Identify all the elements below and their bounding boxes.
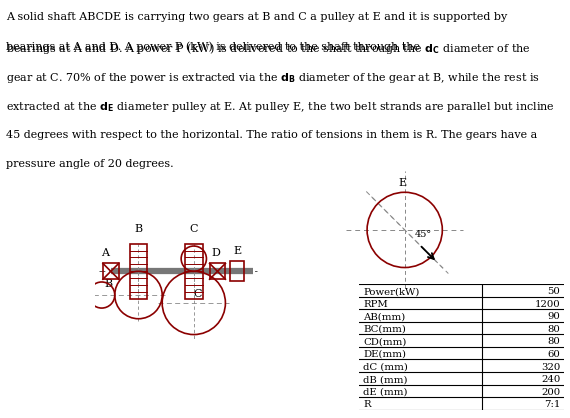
Text: A solid shaft ABCDE is carrying two gears at B and C a pulley at E and it is sup: A solid shaft ABCDE is carrying two gear… — [6, 12, 507, 22]
Text: gear at C. 70% of the power is extracted via the $\bf{d_B}$ diameter of the gear: gear at C. 70% of the power is extracted… — [6, 71, 539, 85]
Text: AB(mm): AB(mm) — [363, 312, 405, 321]
Text: dE (mm): dE (mm) — [363, 387, 408, 397]
Text: B: B — [135, 224, 142, 234]
Text: 80: 80 — [547, 337, 560, 347]
Text: 50: 50 — [547, 287, 560, 296]
Text: 320: 320 — [541, 362, 560, 372]
Text: extracted at the $\bf{d_E}$ diameter pulley at E. At pulley E, the two belt stra: extracted at the $\bf{d_E}$ diameter pul… — [6, 100, 555, 114]
Text: bearings at A and D. A power P (kW) is delivered to the shaft through the $\bf{d: bearings at A and D. A power P (kW) is d… — [6, 41, 530, 56]
Text: 80: 80 — [547, 325, 560, 334]
Text: C: C — [193, 289, 202, 299]
Text: RPM: RPM — [363, 300, 388, 309]
Text: 200: 200 — [541, 387, 560, 397]
Text: C: C — [190, 224, 198, 234]
Text: 45°: 45° — [415, 230, 432, 239]
Text: B: B — [105, 279, 113, 289]
Text: E: E — [233, 245, 241, 255]
Text: A: A — [101, 247, 109, 257]
Text: pressure angle of 20 degrees.: pressure angle of 20 degrees. — [6, 159, 173, 169]
Text: dB (mm): dB (mm) — [363, 375, 408, 384]
Text: dC (mm): dC (mm) — [363, 362, 408, 372]
Text: 60: 60 — [547, 350, 560, 359]
Text: 7:1: 7:1 — [544, 400, 560, 409]
Text: BC(mm): BC(mm) — [363, 325, 406, 334]
Text: D: D — [211, 247, 220, 257]
Text: Power(kW): Power(kW) — [363, 287, 420, 296]
Text: DE(mm): DE(mm) — [363, 350, 406, 359]
Text: 90: 90 — [547, 312, 560, 321]
Text: 45 degrees with respect to the horizontal. The ratio of tensions in them is R. T: 45 degrees with respect to the horizonta… — [6, 130, 537, 140]
Text: R: R — [363, 400, 371, 409]
Text: E: E — [398, 178, 406, 188]
Text: 1200: 1200 — [535, 300, 560, 309]
Text: bearings at A and D. A power P (kW) is delivered to the shaft through the: bearings at A and D. A power P (kW) is d… — [6, 41, 423, 52]
Text: 240: 240 — [541, 375, 560, 384]
Text: CD(mm): CD(mm) — [363, 337, 406, 347]
